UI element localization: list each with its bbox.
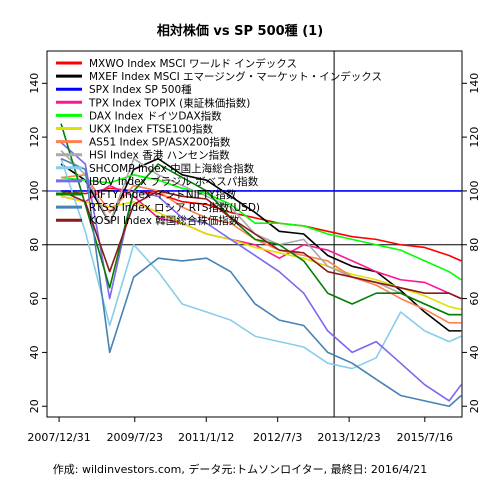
y-tick-label-left: 120 xyxy=(28,127,41,148)
series-line-13 xyxy=(60,190,462,300)
y-tick-label-right: 120 xyxy=(468,127,480,148)
x-tick-label: 2015/7/16 xyxy=(397,431,453,444)
legend-label: SHCOMP Index 中国上海総合指数 xyxy=(89,162,255,175)
plot-frame xyxy=(46,50,463,418)
legend-label: NIFTY Index インドNIFTY指数 xyxy=(89,188,237,201)
legend-label: RTSSI Index ロシア RTS指数(USD) xyxy=(89,201,260,214)
x-tick-label: 2007/12/31 xyxy=(27,431,90,444)
chart-title: 相対株価 vs SP 500種 (1) xyxy=(157,23,323,39)
series-line-5 xyxy=(60,173,462,281)
y-tick-label-right: 40 xyxy=(468,345,480,359)
y-tick-label-left: 40 xyxy=(28,345,41,359)
legend-label: MXWO Index MSCI ワールド インデックス xyxy=(89,57,297,70)
legend-label: DAX Index ドイツDAX指数 xyxy=(89,109,222,122)
y-tick-label-right: 20 xyxy=(468,399,480,413)
legend-label: SPX Index SP 500種 xyxy=(89,83,192,96)
x-tick-label: 2009/7/23 xyxy=(107,431,163,444)
series-line-9 xyxy=(60,158,462,370)
chart-footer: 作成: wildinvestors.com, データ元:トムソンロイター, 最終… xyxy=(53,462,427,476)
legend-label: KOSPI Index 韓国総合株価指数 xyxy=(89,214,240,227)
legend-label: HSI Index 香港 ハンセン指数 xyxy=(89,149,230,162)
legend-label: MXEF Index MSCI エマージング・マーケット・インデックス xyxy=(89,70,382,83)
series-line-2 xyxy=(60,157,462,332)
legend-label: IBOV Index ブラジル ボベスパ指数 xyxy=(89,175,259,188)
x-tick-label: 2012/7/3 xyxy=(253,431,302,444)
y-tick-label-left: 20 xyxy=(28,399,41,413)
y-tick-label-right: 80 xyxy=(468,238,480,252)
x-tick-label: 2013/12/23 xyxy=(317,431,380,444)
legend-label: UKX Index FTSE100指数 xyxy=(89,123,213,136)
plot-area: 20 20 40 40 60 60 80 80 100 100 120 120 140 140 2007/1… xyxy=(27,51,480,444)
series-line-7 xyxy=(60,173,462,324)
x-tick-label: 2011/1/12 xyxy=(178,431,234,444)
y-tick-label-left: 100 xyxy=(28,180,41,201)
series-line-4 xyxy=(60,184,462,300)
series-line-12 xyxy=(60,157,462,408)
y-tick-label-left: 140 xyxy=(28,73,41,94)
y-tick-label-right: 100 xyxy=(468,180,480,201)
legend-label: AS51 Index SP/ASX200指数 xyxy=(89,136,231,149)
y-tick-label-left: 80 xyxy=(28,238,41,252)
y-tick-label-left: 60 xyxy=(28,292,41,306)
legend-label: TPX Index TOPIX (東証株価指数) xyxy=(88,96,250,109)
y-tick-label-right: 60 xyxy=(468,292,480,306)
y-tick-label-right: 140 xyxy=(468,73,480,94)
